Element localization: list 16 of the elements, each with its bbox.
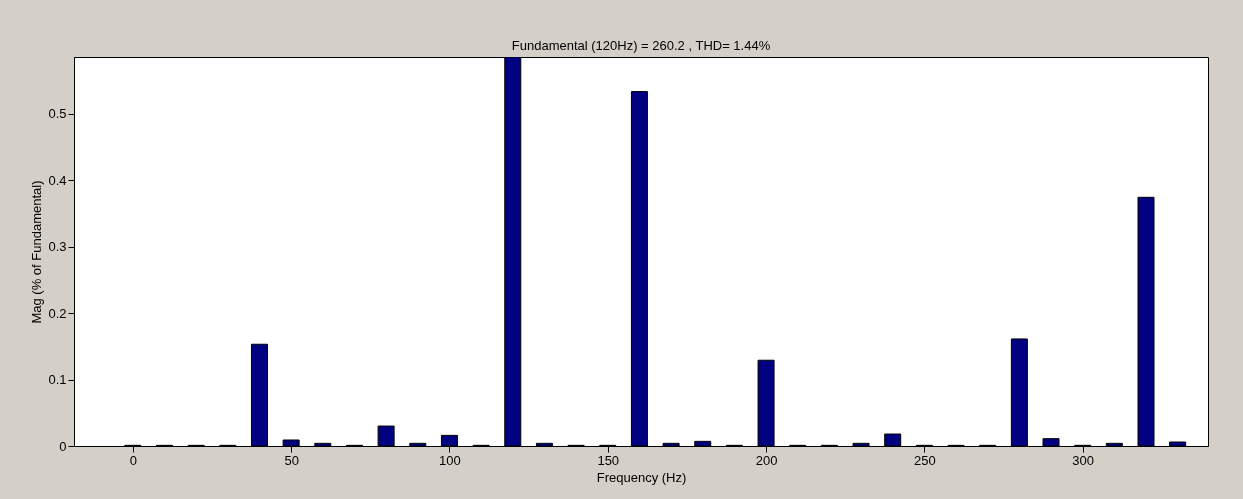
y-tick-label: 0.3: [48, 239, 67, 255]
x-tick-label: 50: [284, 452, 299, 468]
x-tick-label: 150: [597, 452, 620, 468]
x-axis-title: Frequency (Hz): [596, 469, 687, 485]
x-tick-label: 250: [914, 452, 936, 468]
x-tick-label: 200: [755, 452, 778, 468]
y-tick-label: 0.1: [48, 372, 67, 387]
y-tick-label: 0.4: [48, 172, 67, 188]
x-tick-label: 300: [1072, 452, 1095, 468]
chart-title: Fundamental (120Hz) = 260.2 , THD= 1.44%: [511, 38, 771, 53]
y-tick-label: 0.2: [48, 305, 67, 321]
y-tick-label: 0: [59, 438, 67, 454]
y-axis-title: Mag (% of Fundamental): [29, 180, 45, 324]
y-tick-label: 0.5: [48, 106, 67, 122]
x-tick-label: 100: [439, 452, 461, 468]
x-tick-label: 0: [129, 452, 137, 468]
